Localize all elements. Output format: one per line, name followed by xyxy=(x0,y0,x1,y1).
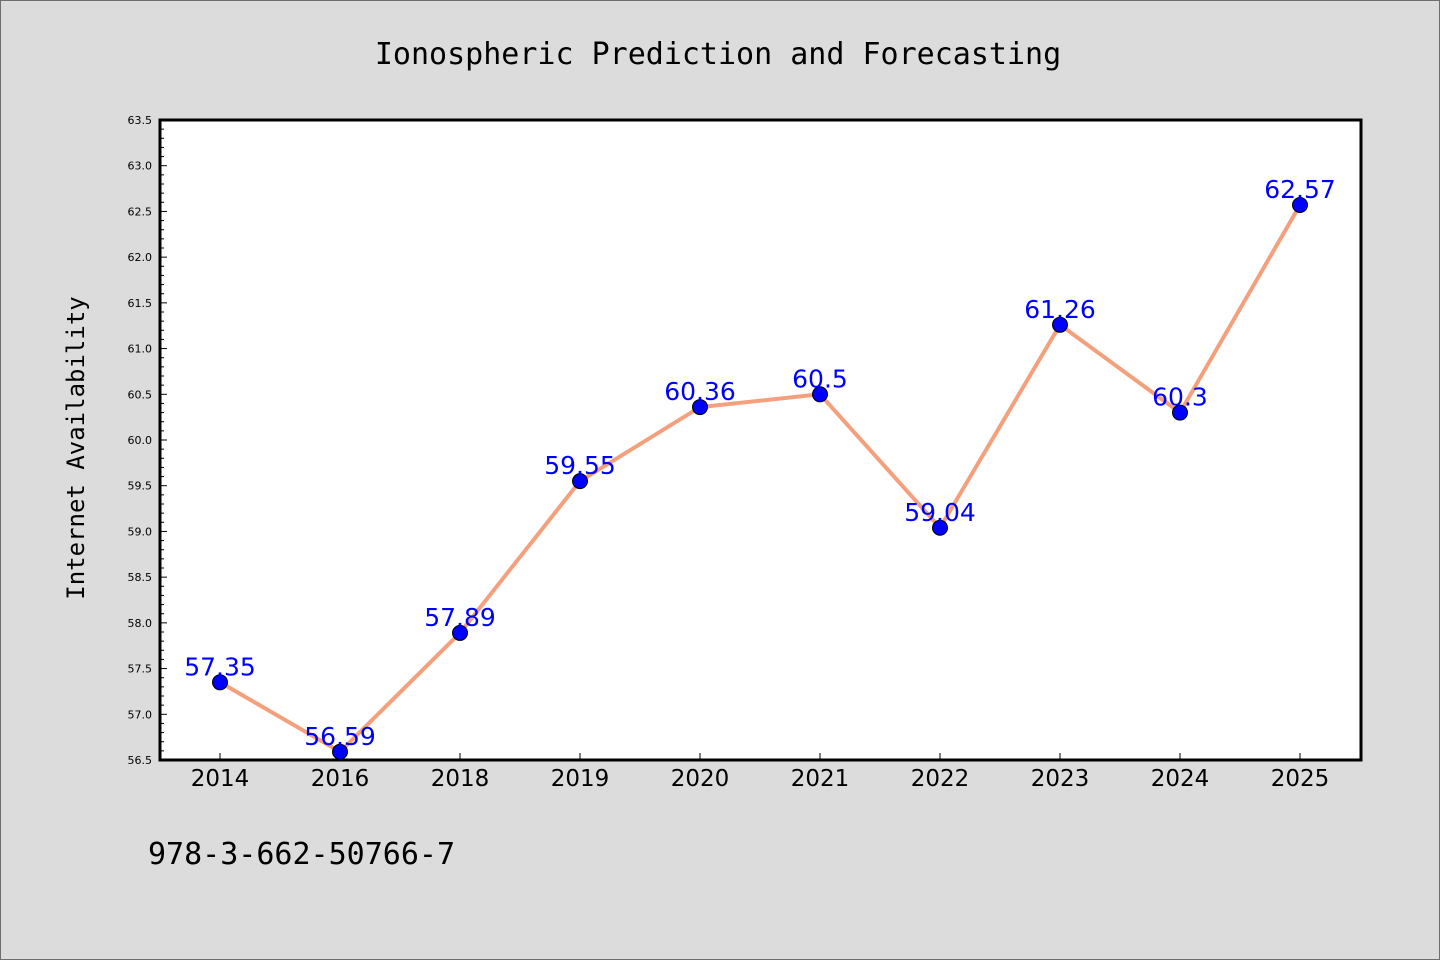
data-label: 59.04 xyxy=(904,498,976,527)
y-tick-label: 56.5 xyxy=(128,754,153,767)
x-tick-label: 2022 xyxy=(911,766,970,792)
x-tick-label: 2020 xyxy=(671,766,730,792)
x-axis-ticks: 2014 2016 2018 2019 2020 2021 2022 2023 2024 2025 xyxy=(191,753,1330,792)
data-label: 56.59 xyxy=(304,722,376,751)
data-labels: 57.35 56.59 57.89 59.55 60.36 60.5 59.04 61.26 6… xyxy=(184,175,1336,751)
data-point xyxy=(332,743,348,760)
data-point xyxy=(572,473,588,490)
data-point xyxy=(1292,197,1308,214)
data-label: 57.35 xyxy=(184,652,256,681)
y-tick-label: 59.0 xyxy=(128,525,153,538)
x-tick-label: 2019 xyxy=(551,766,610,792)
series-line xyxy=(218,203,1302,754)
y-tick-label: 57.0 xyxy=(128,708,153,721)
data-label: 62.57 xyxy=(1264,175,1336,204)
data-point xyxy=(692,399,708,416)
y-tick-label: 60.0 xyxy=(128,434,153,447)
data-label: 57.89 xyxy=(424,603,496,632)
y-tick-label: 61.0 xyxy=(128,343,153,356)
data-label: 60.5 xyxy=(792,364,848,393)
data-point xyxy=(812,386,828,403)
data-point xyxy=(212,674,228,691)
data-markers xyxy=(212,197,1308,760)
y-tick-label: 58.5 xyxy=(128,571,153,584)
x-tick-label: 2014 xyxy=(191,766,250,792)
y-tick-label: 62.5 xyxy=(128,205,153,218)
x-tick-label: 2021 xyxy=(791,766,850,792)
isbn-annotation: 978-3-662-50766-7 xyxy=(148,837,455,872)
y-tick-label: 59.5 xyxy=(128,480,153,493)
data-point xyxy=(1172,404,1188,421)
data-label: 61.26 xyxy=(1024,295,1096,324)
plot-area xyxy=(158,118,1363,762)
y-tick-label: 60.5 xyxy=(128,388,153,401)
data-label: 59.55 xyxy=(544,451,616,480)
y-axis-label: Internet Availability xyxy=(62,296,90,599)
x-tick-label: 2025 xyxy=(1271,766,1330,792)
y-tick-label: 62.0 xyxy=(128,251,153,264)
data-point xyxy=(932,519,948,536)
series-line-group xyxy=(218,203,1302,754)
data-point xyxy=(452,624,468,641)
chart-title: Ionospheric Prediction and Forecasting xyxy=(375,37,1061,72)
y-tick-label: 63.0 xyxy=(128,160,153,173)
x-tick-label: 2023 xyxy=(1031,766,1090,792)
x-tick-label: 2024 xyxy=(1151,766,1210,792)
y-tick-label: 57.5 xyxy=(128,663,153,676)
x-tick-label: 2016 xyxy=(311,766,370,792)
y-tick-label: 63.5 xyxy=(128,114,153,127)
data-point xyxy=(1052,316,1068,333)
data-label: 60.36 xyxy=(664,377,736,406)
y-axis-ticks: 56.5 57.0 57.5 58.0 58.5 59.0 59.5 60.0 60.5 61.0… xyxy=(128,114,167,767)
y-tick-label: 58.0 xyxy=(128,617,153,630)
data-label: 60.3 xyxy=(1152,383,1208,412)
y-tick-label: 61.5 xyxy=(128,297,153,310)
x-tick-label: 2018 xyxy=(431,766,490,792)
